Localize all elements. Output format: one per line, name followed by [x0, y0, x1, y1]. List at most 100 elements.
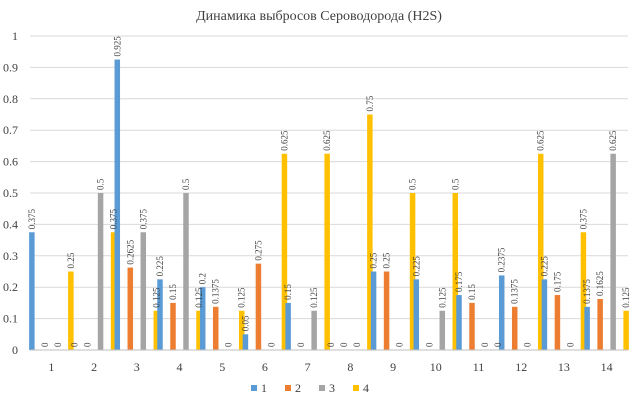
data-label: 0: [480, 342, 490, 347]
chart-title: Динамика выбросов Сероводорода (H2S): [196, 9, 442, 24]
x-tick-label: 9: [390, 360, 396, 374]
data-label: 0.05: [240, 315, 250, 331]
y-tick-label: 0.5: [3, 186, 18, 200]
bar-series-1: [584, 306, 590, 350]
x-tick-label: 3: [134, 360, 140, 374]
data-label: 0.5: [96, 178, 106, 190]
x-tick-label: 4: [177, 360, 183, 374]
bar-series-4: [196, 310, 202, 350]
bar-series-4: [367, 114, 373, 350]
bar-series-4: [409, 193, 416, 350]
data-label: 0: [523, 342, 533, 347]
bar-series-1: [29, 232, 35, 350]
legend: 1 2 3 4: [251, 381, 369, 395]
y-tick-label: 0.7: [3, 123, 18, 137]
data-label: 0.1625: [595, 271, 605, 296]
bar-series-2: [212, 306, 219, 350]
x-tick-label: 6: [262, 360, 268, 374]
data-label: 0.25: [66, 252, 76, 268]
bar-series-3: [311, 310, 317, 350]
bar-series-1: [413, 279, 420, 350]
x-axis-ticks: 1 2 3 4 5 6 7 8 9 10 11 12 13 14: [48, 360, 612, 374]
data-label: 0.15: [467, 284, 477, 300]
data-label: 0.2625: [125, 239, 135, 264]
x-tick-label: 5: [219, 360, 225, 374]
bar-series-3: [97, 193, 104, 350]
y-tick-label: 0.2: [3, 280, 18, 294]
bars: [29, 59, 629, 351]
x-tick-label: 12: [515, 360, 527, 374]
data-label: 0: [40, 342, 50, 347]
data-label: 0.125: [237, 287, 247, 308]
data-label: 0.625: [322, 130, 332, 151]
data-label: 0: [296, 342, 306, 347]
bar-series-2: [170, 302, 176, 350]
data-label: 0.375: [138, 209, 148, 230]
data-label: 0: [326, 342, 336, 347]
bar-series-2: [554, 295, 561, 350]
bar-series-1: [199, 287, 206, 350]
bar-series-2: [255, 263, 262, 350]
data-label: 0.625: [279, 130, 289, 151]
legend-label: 1: [261, 381, 267, 395]
data-label: 0: [395, 342, 405, 347]
data-label: 0.125: [151, 287, 161, 308]
bar-series-4: [537, 153, 544, 350]
bar-series-2: [597, 298, 603, 350]
x-tick-label: 8: [347, 360, 353, 374]
bar-series-1: [114, 59, 121, 351]
data-label: 0.125: [621, 287, 631, 308]
bar-series-3: [439, 310, 446, 350]
data-label: 0.225: [155, 256, 165, 277]
data-label: 0.125: [437, 287, 447, 308]
data-label: 0.2: [198, 273, 208, 284]
x-tick-label: 2: [91, 360, 97, 374]
data-label: 0.15: [283, 284, 293, 300]
data-label: 0.375: [109, 209, 119, 230]
data-label: 0.25: [369, 252, 379, 268]
data-label: 0.625: [536, 130, 546, 151]
legend-label: 4: [363, 381, 369, 395]
y-tick-label: 0.8: [3, 92, 18, 106]
x-tick-label: 7: [305, 360, 311, 374]
bar-series-1: [541, 279, 548, 350]
bar-series-2: [383, 271, 390, 350]
data-label: 0.25: [382, 252, 392, 268]
bar-series-4: [153, 310, 160, 350]
x-tick-label: 11: [473, 360, 485, 374]
bar-series-4: [238, 310, 245, 350]
data-label: 0.1375: [211, 279, 221, 304]
bar-series-2: [511, 306, 518, 350]
data-label: 0.1375: [582, 279, 592, 304]
legend-label: 2: [295, 381, 301, 395]
data-label: 0: [339, 342, 349, 347]
data-label: 0.1375: [510, 279, 520, 304]
legend-swatch: [251, 385, 257, 391]
x-tick-label: 14: [601, 360, 613, 374]
bar-series-3: [140, 232, 147, 350]
data-label: 0: [565, 342, 575, 347]
data-label: 0.125: [309, 287, 319, 308]
data-label: 0.225: [411, 256, 421, 277]
data-label: 0.925: [112, 36, 122, 57]
data-label: 0.15: [168, 284, 178, 300]
bar-series-4: [68, 271, 74, 350]
y-axis-ticks: 0 0.1 0.2 0.3 0.4 0.5 0.6 0.7 0.8 0.9 1: [3, 29, 18, 357]
data-label: 0: [266, 342, 276, 347]
bar-series-4: [110, 232, 117, 350]
x-tick-label: 1: [48, 360, 54, 374]
bar-series-1: [157, 279, 163, 350]
bar-series-2: [127, 267, 134, 350]
bar-series-1: [285, 302, 291, 350]
x-tick-label: 13: [558, 360, 570, 374]
data-label: 0.175: [454, 271, 464, 292]
data-label: 0.625: [608, 130, 618, 151]
bar-series-4: [324, 153, 330, 350]
bar-series-1: [498, 275, 505, 350]
bar-series-4: [580, 232, 587, 350]
data-label: 0: [83, 342, 93, 347]
bar-series-3: [183, 193, 189, 350]
data-label: 0: [352, 342, 362, 347]
